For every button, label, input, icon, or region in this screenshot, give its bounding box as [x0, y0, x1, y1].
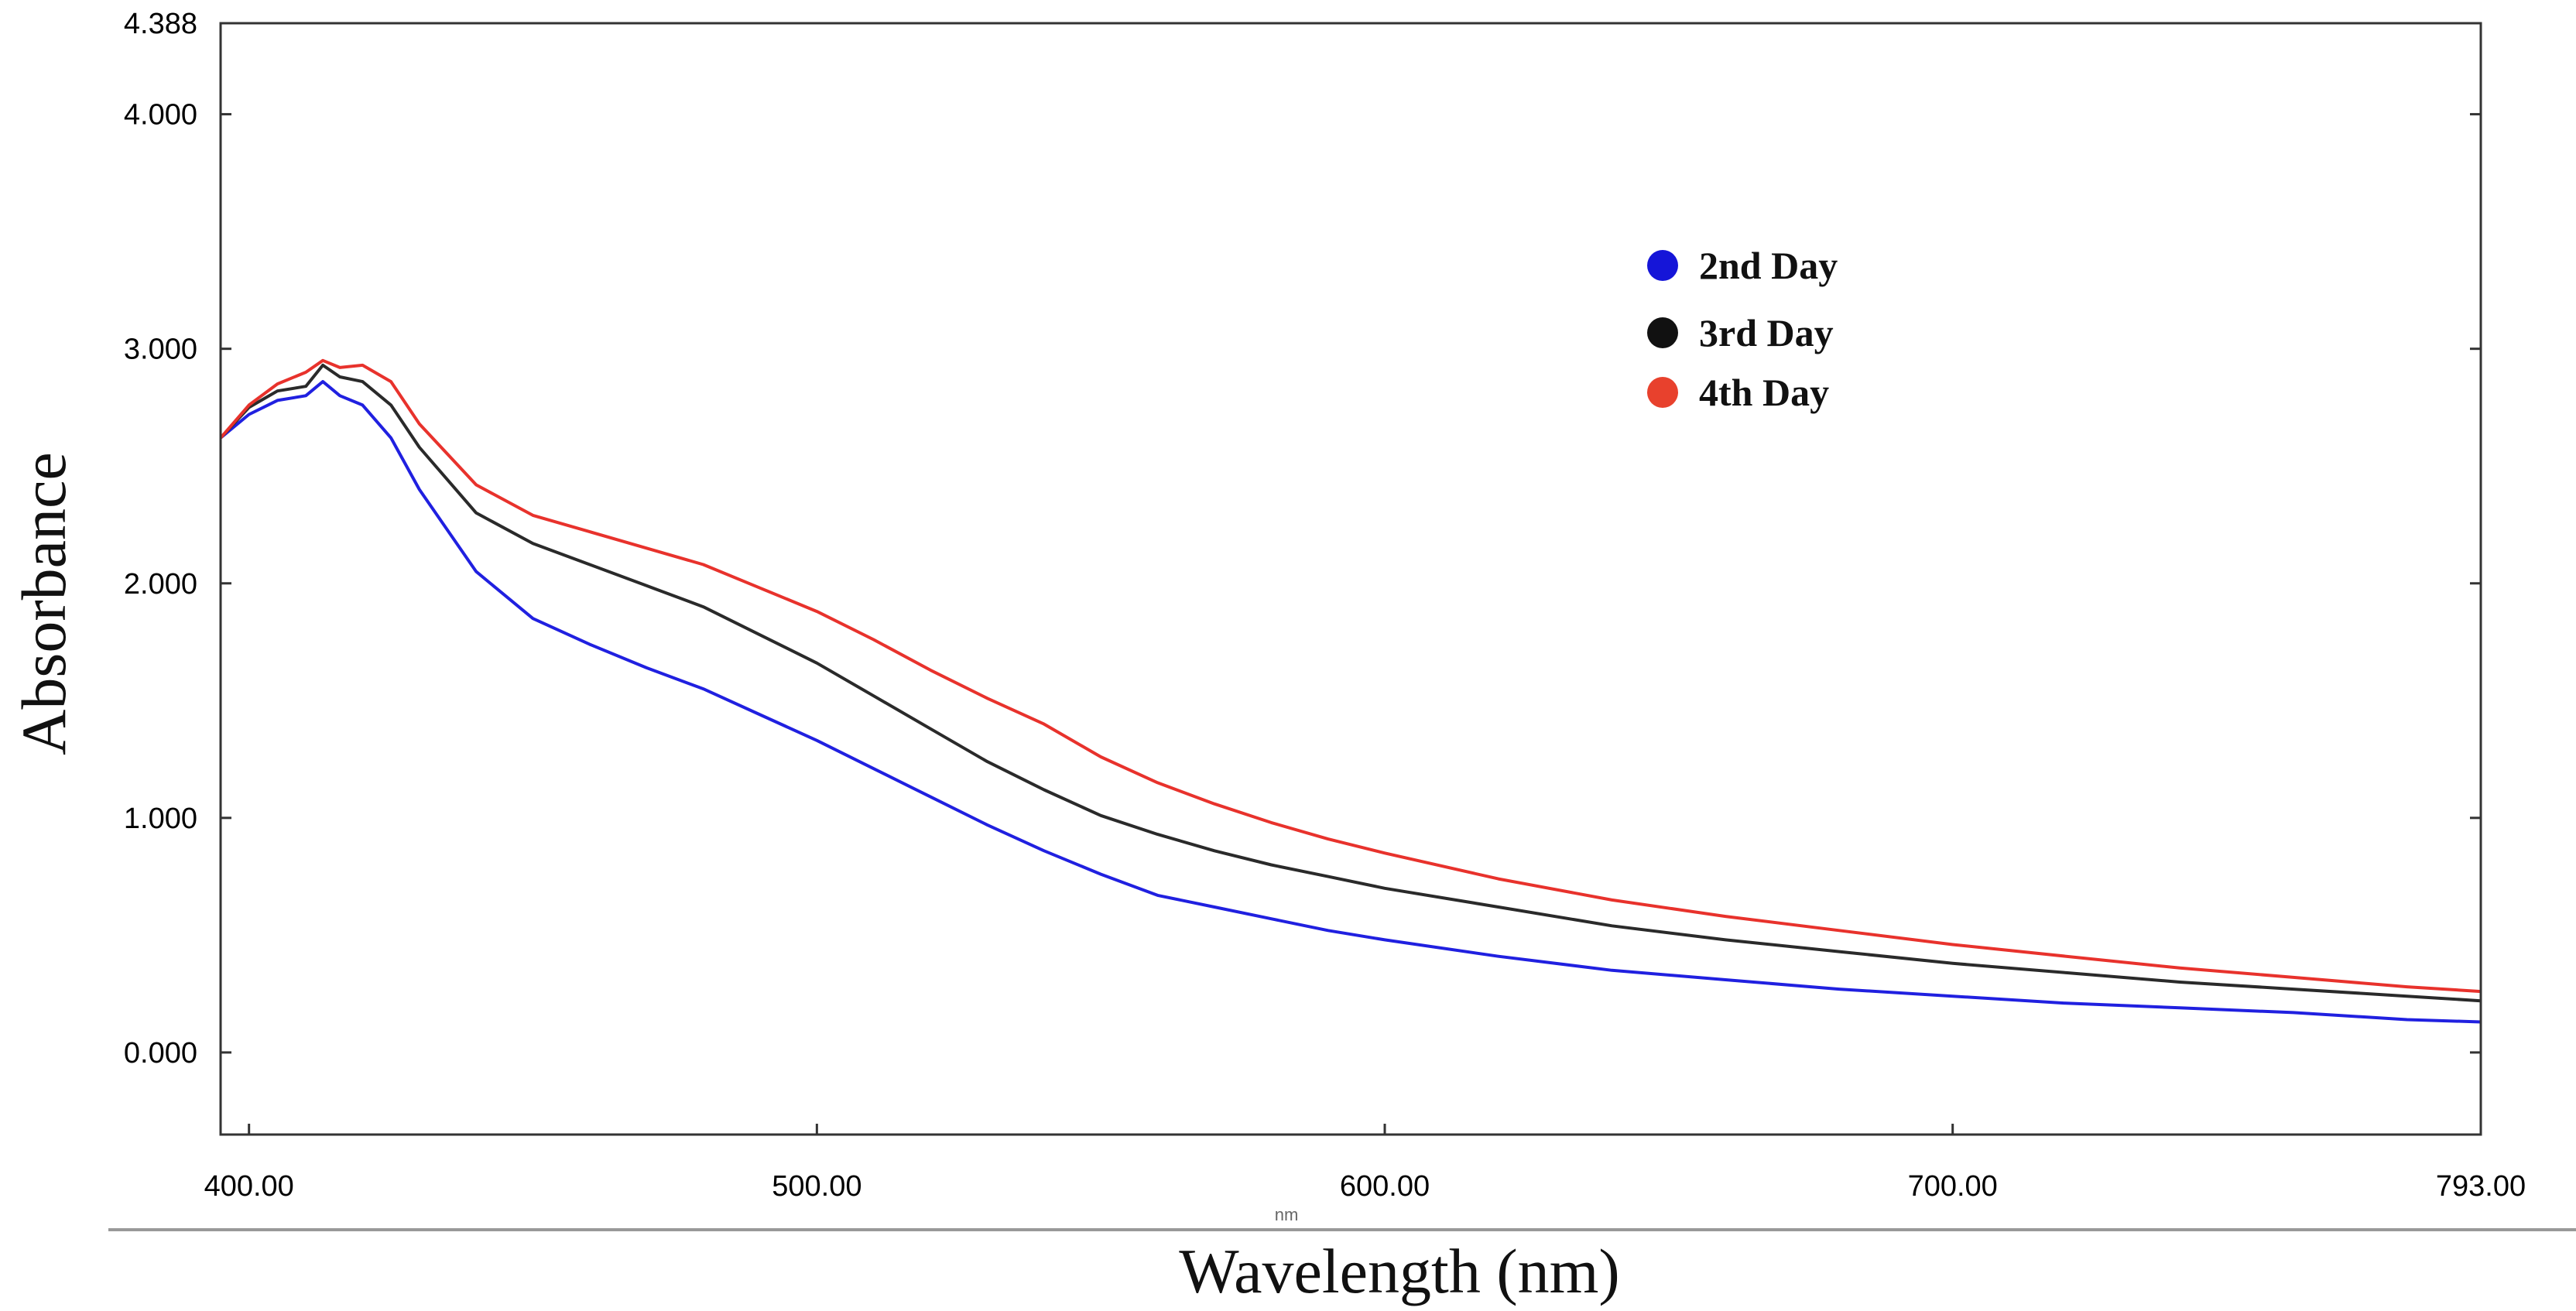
series-4th-day [219, 358, 2482, 994]
plot-frame [219, 22, 2482, 1136]
x-tick-label: 793.00 [2436, 1170, 2526, 1203]
legend-marker-3rd-day [1647, 317, 1678, 348]
series-3rd-day [219, 363, 2482, 1003]
y-tick-label: 0.000 [124, 1037, 197, 1070]
legend-label-4th-day: 4th Day [1699, 371, 1829, 414]
x-tick-label: 700.00 [1908, 1170, 1998, 1203]
series-layer [219, 358, 2482, 1024]
x-axis-ticks: 400.00 500.00 600.00 700.00 793.00 [204, 1124, 2526, 1203]
series-line-3rd-day [219, 363, 2482, 1003]
legend-marker-4th-day [1647, 377, 1678, 408]
legend-label-2nd-day: 2nd Day [1699, 244, 1838, 287]
x-tick-label: 500.00 [772, 1170, 862, 1203]
series-2nd-day [219, 380, 2482, 1024]
y-tick-label: 2.000 [124, 568, 197, 601]
x-unit-note: nm [1275, 1205, 1299, 1224]
x-tick-label: 600.00 [1340, 1170, 1430, 1203]
x-axis-title: Wavelength (nm) [1179, 1236, 1619, 1306]
y-tick-label: 1.000 [124, 803, 197, 835]
y-tick-label: 4.000 [124, 99, 197, 132]
y-tick-label: 3.000 [124, 334, 197, 366]
legend: 2nd Day 3rd Day 4th Day [1647, 244, 1838, 414]
series-line-2nd-day [219, 380, 2482, 1024]
legend-item-3rd-day: 3rd Day [1647, 311, 1834, 354]
legend-label-3rd-day: 3rd Day [1699, 311, 1834, 354]
legend-item-4th-day: 4th Day [1647, 371, 1829, 414]
x-tick-label: 400.00 [204, 1170, 294, 1203]
legend-item-2nd-day: 2nd Day [1647, 244, 1838, 287]
legend-marker-2nd-day [1647, 250, 1678, 281]
y-tick-label: 4.388 [124, 8, 197, 40]
y-axis-ticks: 0.000 1.000 2.000 3.000 4.000 4.388 [124, 8, 2481, 1070]
y-axis-title: Absorbance [9, 452, 79, 755]
series-line-4th-day [219, 358, 2482, 994]
